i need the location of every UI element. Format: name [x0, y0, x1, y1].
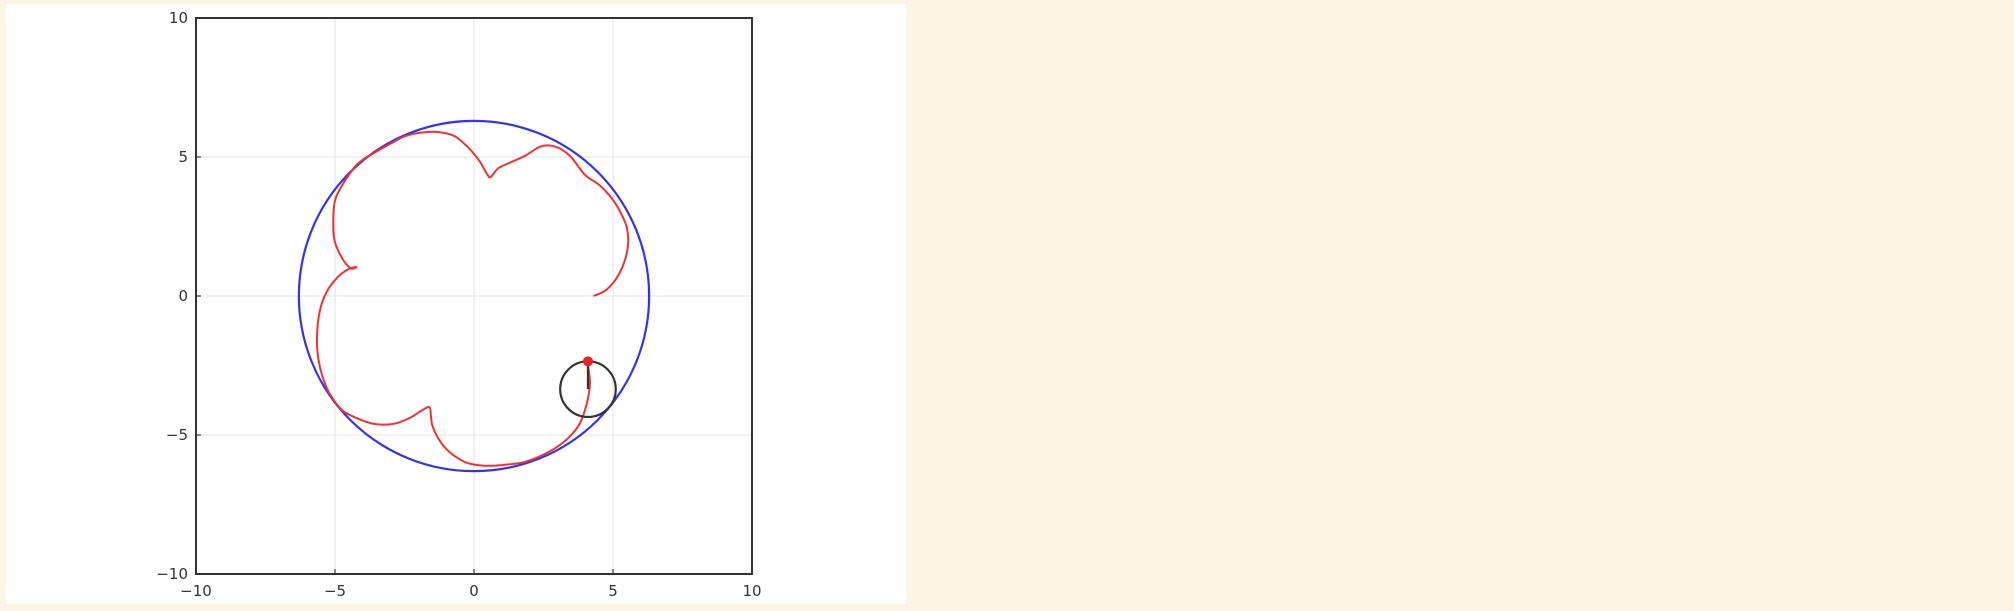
y-tick-label: 10: [169, 9, 188, 27]
y-tick-label: −5: [166, 426, 188, 444]
series: [297, 119, 651, 473]
tracing-point: [582, 356, 593, 367]
plot-panel: −10 −5 0 5 10 −10 −5 0 5 10: [6, 4, 906, 604]
x-tick-label: 0: [469, 582, 479, 600]
trace-curve: [315, 130, 630, 467]
x-tick-label: 5: [608, 582, 618, 600]
ticks: −10 −5 0 5 10 −10 −5 0 5 10: [156, 9, 761, 600]
y-tick-label: 0: [178, 287, 188, 305]
x-tick-label: −5: [324, 582, 346, 600]
grid: [195, 17, 753, 575]
y-tick-label: 5: [178, 148, 188, 166]
y-tick-label: −10: [156, 565, 188, 583]
x-tick-label: 10: [742, 582, 761, 600]
fixed-circle: [297, 119, 651, 473]
x-tick-label: −10: [180, 582, 212, 600]
chart: −10 −5 0 5 10 −10 −5 0 5 10: [156, 9, 761, 600]
